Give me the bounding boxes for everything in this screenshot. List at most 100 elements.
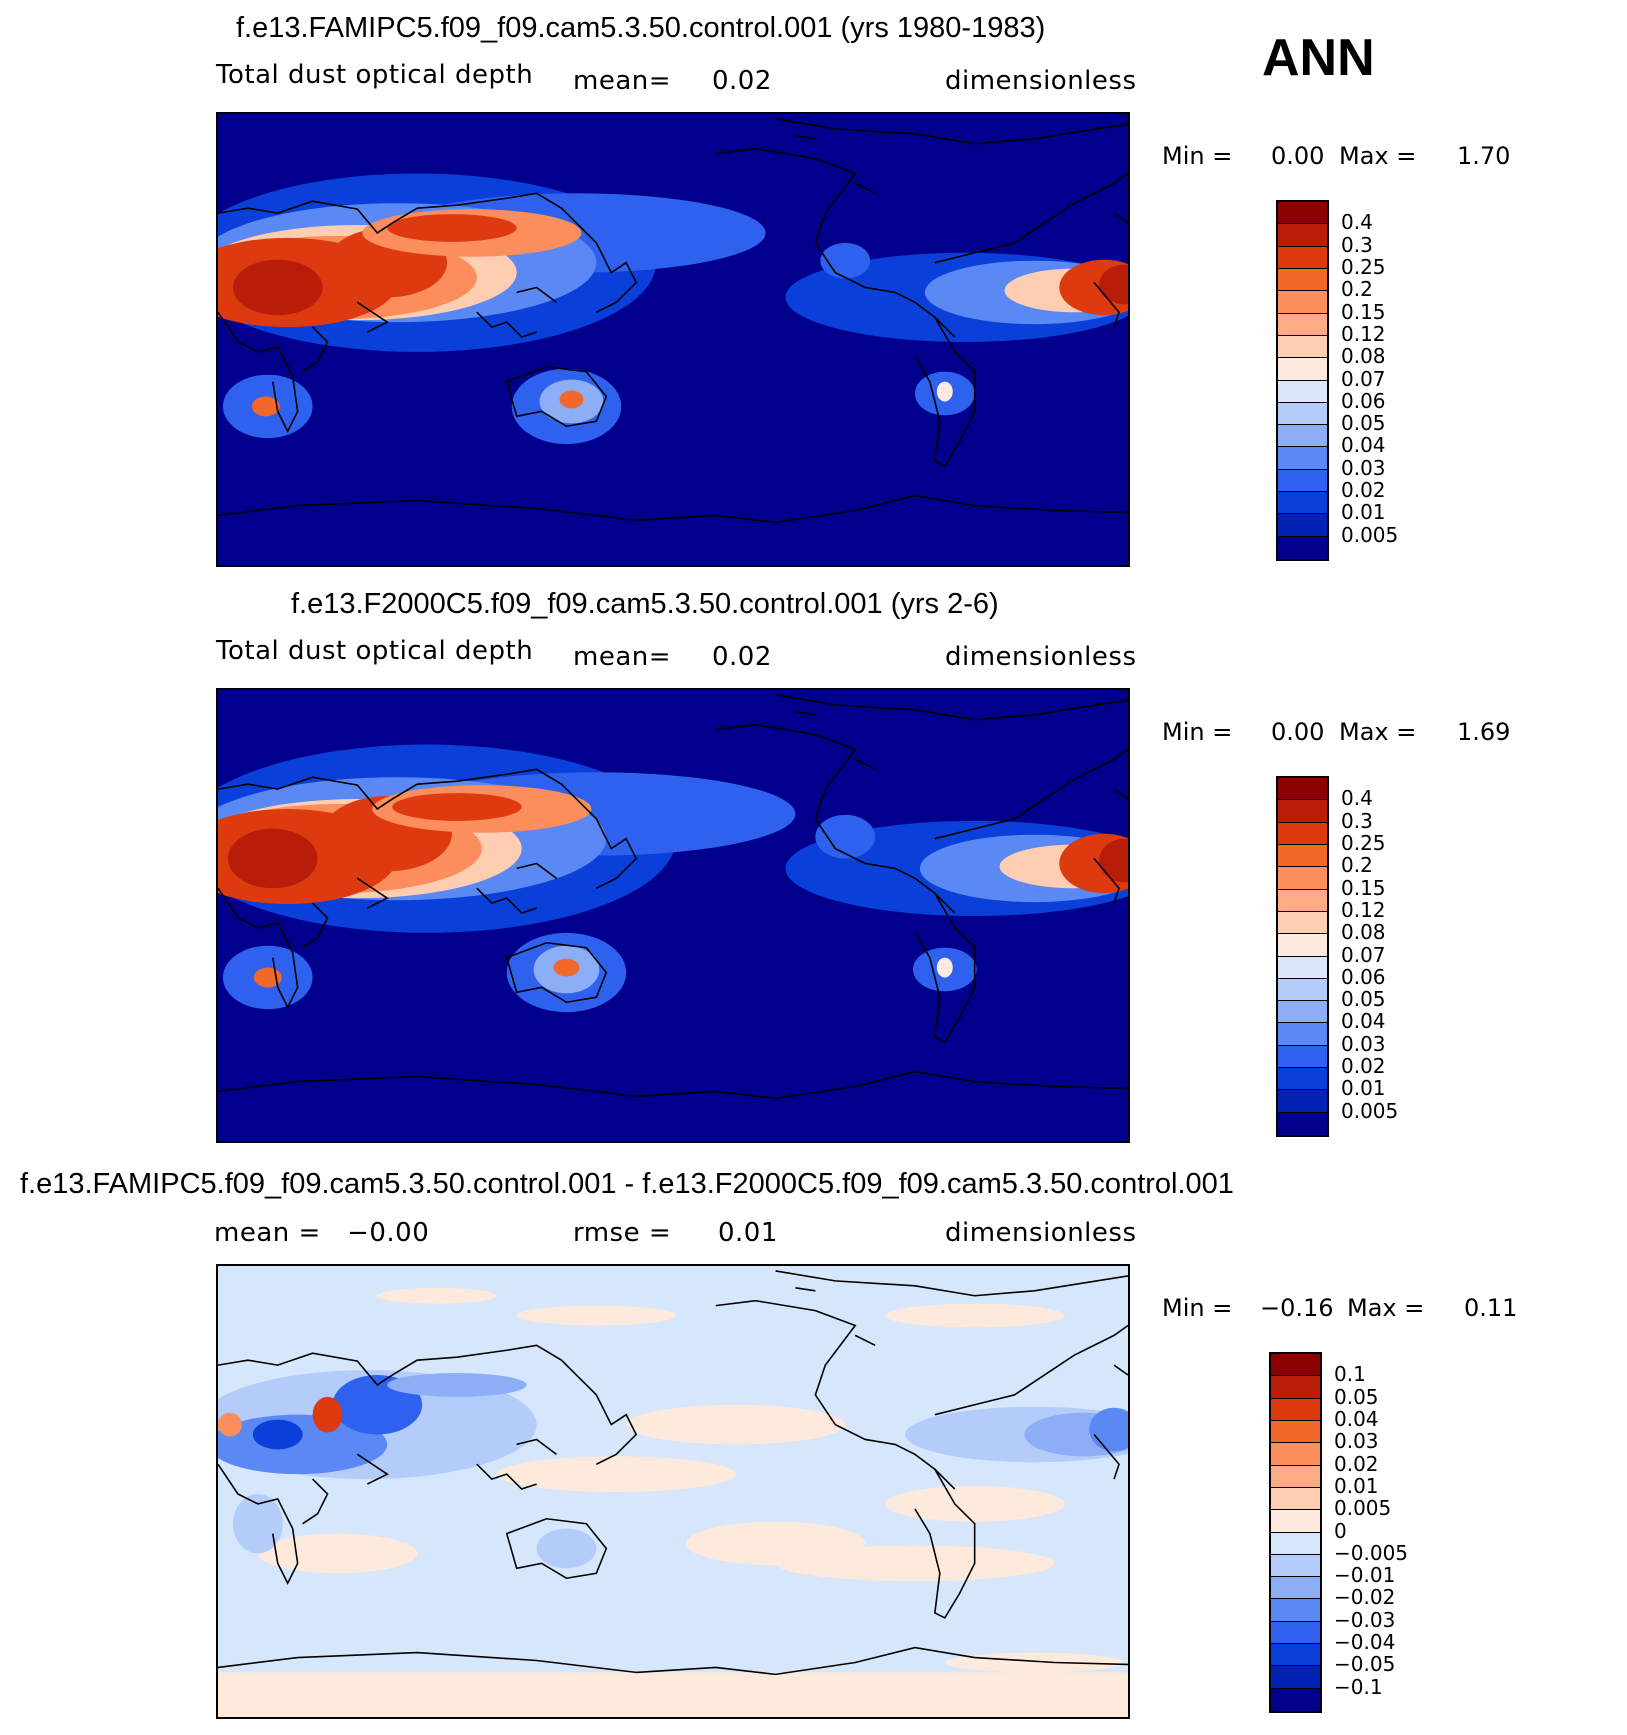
colorbar-swatch xyxy=(1278,492,1327,515)
colorbar-tick-label: 0.3 xyxy=(1341,232,1373,257)
panel-3-rmse-label: rmse = xyxy=(573,1218,672,1248)
colorbar-tick-label: 0.05 xyxy=(1341,411,1386,436)
colorbar-tick-label: 0.06 xyxy=(1341,964,1386,989)
colorbar-tick-label: 0.06 xyxy=(1341,388,1386,413)
panel-1-mean-label: mean= xyxy=(573,66,672,96)
colorbar-tick-label: 0.005 xyxy=(1334,1496,1392,1521)
panel-3-rmse-value: 0.01 xyxy=(718,1218,778,1248)
colorbar-swatch xyxy=(1278,291,1327,314)
colorbar-swatch xyxy=(1278,1112,1327,1135)
colorbar-swatch xyxy=(1271,1644,1320,1667)
colorbar-tick-label: 0.08 xyxy=(1341,920,1386,945)
panel-3-max-label: Max = xyxy=(1347,1294,1425,1322)
panel-3-map-svg xyxy=(218,1266,1128,1717)
colorbar-tick-label: 0.02 xyxy=(1341,1054,1386,1079)
colorbar-swatch xyxy=(1271,1376,1320,1399)
colorbar-swatch xyxy=(1271,1420,1320,1444)
colorbar-tick-label: 0.07 xyxy=(1341,366,1386,391)
colorbar-swatch xyxy=(1278,380,1327,403)
panel-1-map xyxy=(216,112,1130,567)
colorbar-swatch xyxy=(1271,1443,1320,1466)
colorbar-swatch xyxy=(1278,778,1327,801)
colorbar-swatch xyxy=(1271,1688,1320,1711)
colorbar-tick-label: 0.05 xyxy=(1334,1384,1379,1409)
colorbar-tick-label: 0.12 xyxy=(1341,321,1386,346)
colorbar-swatch xyxy=(1278,822,1327,845)
colorbar-swatch xyxy=(1278,1068,1327,1091)
panel-1-map-svg xyxy=(218,114,1128,565)
colorbar-swatch xyxy=(1271,1599,1320,1622)
panel-2-colorbar xyxy=(1276,776,1329,1137)
panel-2-max-label: Max = xyxy=(1339,718,1417,746)
panel-2-mean-value: 0.02 xyxy=(712,642,772,672)
colorbar-tick-label: 0.02 xyxy=(1334,1451,1379,1476)
panel-1-units: dimensionless xyxy=(945,66,1137,96)
colorbar-tick-label: 0.08 xyxy=(1341,344,1386,369)
colorbar-swatch xyxy=(1278,447,1327,470)
colorbar-tick-label: −0.05 xyxy=(1334,1652,1396,1677)
panel-3-min-value: −0.16 xyxy=(1260,1294,1334,1322)
colorbar-tick-label: 0.15 xyxy=(1341,299,1386,324)
colorbar-swatch xyxy=(1278,1023,1327,1046)
colorbar-swatch xyxy=(1271,1621,1320,1645)
colorbar-swatch xyxy=(1278,514,1327,537)
colorbar-swatch xyxy=(1271,1510,1320,1533)
panel-2-map xyxy=(216,688,1130,1143)
colorbar-tick-label: 0.02 xyxy=(1341,478,1386,503)
panel-2-mean-label: mean= xyxy=(573,642,672,672)
colorbar-swatch xyxy=(1278,224,1327,247)
colorbar-tick-label: 0.4 xyxy=(1341,210,1373,235)
colorbar-tick-label: −0.1 xyxy=(1334,1674,1383,1699)
dust-field xyxy=(218,744,1128,1013)
colorbar-swatch xyxy=(1271,1398,1320,1421)
colorbar-tick-label: 0.2 xyxy=(1341,277,1373,302)
colorbar-swatch xyxy=(1278,934,1327,957)
colorbar-swatch xyxy=(1278,469,1327,493)
colorbar-swatch xyxy=(1278,402,1327,426)
colorbar-swatch xyxy=(1278,536,1327,559)
colorbar-tick-label: 0.01 xyxy=(1341,1076,1386,1101)
panel-1-variable: Total dust optical depth xyxy=(216,60,534,90)
colorbar-swatch xyxy=(1278,956,1327,979)
colorbar-tick-label: −0.005 xyxy=(1334,1540,1409,1565)
colorbar-swatch xyxy=(1271,1487,1320,1511)
season-label: ANN xyxy=(1262,29,1375,87)
colorbar-tick-label: 0.3 xyxy=(1341,808,1373,833)
colorbar-tick-label: 0.03 xyxy=(1334,1429,1379,1454)
panel-2-min-value: 0.00 xyxy=(1271,718,1325,746)
colorbar-swatch xyxy=(1278,202,1327,225)
colorbar-tick-label: 0.04 xyxy=(1334,1406,1379,1431)
difference-field xyxy=(218,1287,1128,1717)
colorbar-tick-label: 0.4 xyxy=(1341,786,1373,811)
colorbar-swatch xyxy=(1278,911,1327,935)
panel-1-colorbar xyxy=(1276,200,1329,561)
coastlines xyxy=(218,118,1128,524)
colorbar-swatch xyxy=(1278,425,1327,448)
panel-2-max-value: 1.69 xyxy=(1457,718,1511,746)
panel-2-variable: Total dust optical depth xyxy=(216,636,534,666)
colorbar-swatch xyxy=(1278,358,1327,381)
colorbar-tick-label: 0.05 xyxy=(1341,987,1386,1012)
colorbar-swatch xyxy=(1271,1465,1320,1488)
panel-3-max-value: 0.11 xyxy=(1464,1294,1518,1322)
colorbar-tick-label: 0.005 xyxy=(1341,1098,1399,1123)
colorbar-tick-label: 0.005 xyxy=(1341,522,1399,547)
panel-1-min-value: 0.00 xyxy=(1271,142,1325,170)
colorbar-tick-label: 0.12 xyxy=(1341,897,1386,922)
colorbar-tick-label: 0.01 xyxy=(1341,500,1386,525)
colorbar-tick-label: 0.15 xyxy=(1341,875,1386,900)
panel-2-map-svg xyxy=(218,690,1128,1141)
colorbar-tick-label: 0.04 xyxy=(1341,1009,1386,1034)
colorbar-tick-label: −0.01 xyxy=(1334,1563,1396,1588)
panel-3-units: dimensionless xyxy=(945,1218,1137,1248)
colorbar-tick-label: 0.01 xyxy=(1334,1473,1379,1498)
colorbar-swatch xyxy=(1278,313,1327,336)
colorbar-swatch xyxy=(1271,1354,1320,1377)
panel-3-title: f.e13.FAMIPC5.f09_f09.cam5.3.50.control.… xyxy=(20,1168,1234,1200)
colorbar-swatch xyxy=(1271,1532,1320,1555)
panel-1-max-value: 1.70 xyxy=(1457,142,1511,170)
colorbar-swatch xyxy=(1271,1554,1320,1578)
dust-field xyxy=(218,173,1128,445)
colorbar-tick-label: 0.2 xyxy=(1341,853,1373,878)
colorbar-tick-label: −0.04 xyxy=(1334,1630,1396,1655)
